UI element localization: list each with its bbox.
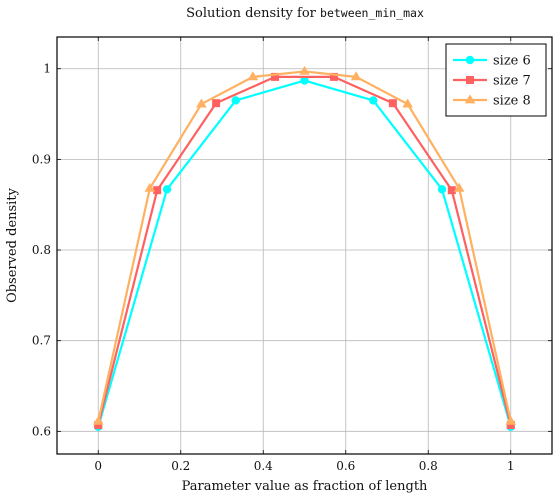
y-tick-label: 0.9 bbox=[32, 152, 51, 166]
series-size-6 bbox=[94, 76, 515, 432]
y-axis-label: Observed density bbox=[5, 187, 20, 302]
data-point-size-6 bbox=[300, 76, 309, 85]
data-point-size-7 bbox=[94, 420, 103, 429]
data-point-size-6 bbox=[231, 96, 240, 105]
legend-entry-size-8: size 8 bbox=[453, 94, 531, 109]
x-axis-label: Parameter value as fraction of length bbox=[182, 479, 428, 494]
chart-title: Solution density for between_min_max bbox=[186, 6, 424, 21]
x-tick-label: 0.8 bbox=[419, 459, 438, 473]
data-point-size-8 bbox=[402, 98, 413, 108]
x-tick-label: 0.4 bbox=[254, 459, 273, 473]
data-point-size-7 bbox=[447, 186, 456, 195]
series-line-size-7 bbox=[97, 75, 512, 426]
data-point-size-8 bbox=[196, 98, 207, 108]
data-point-size-7 bbox=[329, 72, 338, 81]
x-tick-label: 0 bbox=[94, 459, 102, 473]
data-point-size-7 bbox=[506, 420, 515, 429]
data-point-size-8 bbox=[453, 182, 465, 192]
data-point-size-8 bbox=[92, 415, 104, 425]
legend-label-size-8: size 8 bbox=[493, 94, 531, 109]
x-tick-label: 1 bbox=[507, 459, 515, 473]
data-point-size-8 bbox=[299, 65, 310, 75]
series-layer bbox=[92, 65, 517, 432]
legend-marker-size-7 bbox=[466, 76, 474, 84]
data-point-size-6 bbox=[369, 96, 378, 105]
x-tick-label: 0.6 bbox=[336, 459, 355, 473]
data-point-size-6 bbox=[437, 185, 447, 194]
series-line-size-6 bbox=[97, 79, 512, 428]
y-tick-label: 0.8 bbox=[32, 243, 51, 257]
y-tick-label: 0.7 bbox=[32, 334, 51, 348]
y-tick-label: 0.6 bbox=[32, 424, 51, 438]
legend-entry-size-6: size 6 bbox=[453, 54, 531, 69]
plot-frame bbox=[56, 36, 553, 455]
legend: size 6 size 7 size 8 bbox=[445, 43, 547, 117]
data-point-size-7 bbox=[212, 99, 221, 108]
data-point-size-8 bbox=[247, 71, 259, 81]
series-size-8 bbox=[92, 65, 517, 425]
data-point-size-8 bbox=[350, 71, 362, 81]
series-line-size-8 bbox=[97, 70, 512, 422]
legend-entry-size-7: size 7 bbox=[453, 74, 531, 89]
data-point-size-7 bbox=[388, 99, 397, 108]
legend-marker-size-8 bbox=[464, 94, 476, 104]
legend-marker-size-6 bbox=[465, 55, 475, 65]
y-tick-label: 1 bbox=[43, 62, 51, 76]
legend-label-size-6: size 6 bbox=[493, 54, 531, 69]
data-point-size-7 bbox=[271, 72, 280, 81]
data-point-size-7 bbox=[153, 186, 162, 195]
series-size-7 bbox=[94, 72, 515, 429]
chart-title-code: between_min_max bbox=[320, 6, 424, 20]
data-point-size-8 bbox=[144, 182, 156, 192]
chart-title-prefix: Solution density for bbox=[186, 6, 320, 21]
data-point-size-6 bbox=[162, 185, 172, 194]
axis-ticks: 0 0.2 0.4 0.6 0.8 1 0.6 0.7 0.8 0.9 1 bbox=[32, 37, 552, 473]
data-point-size-8 bbox=[505, 415, 517, 425]
legend-label-size-7: size 7 bbox=[493, 74, 531, 89]
x-tick-label: 0.2 bbox=[171, 459, 190, 473]
